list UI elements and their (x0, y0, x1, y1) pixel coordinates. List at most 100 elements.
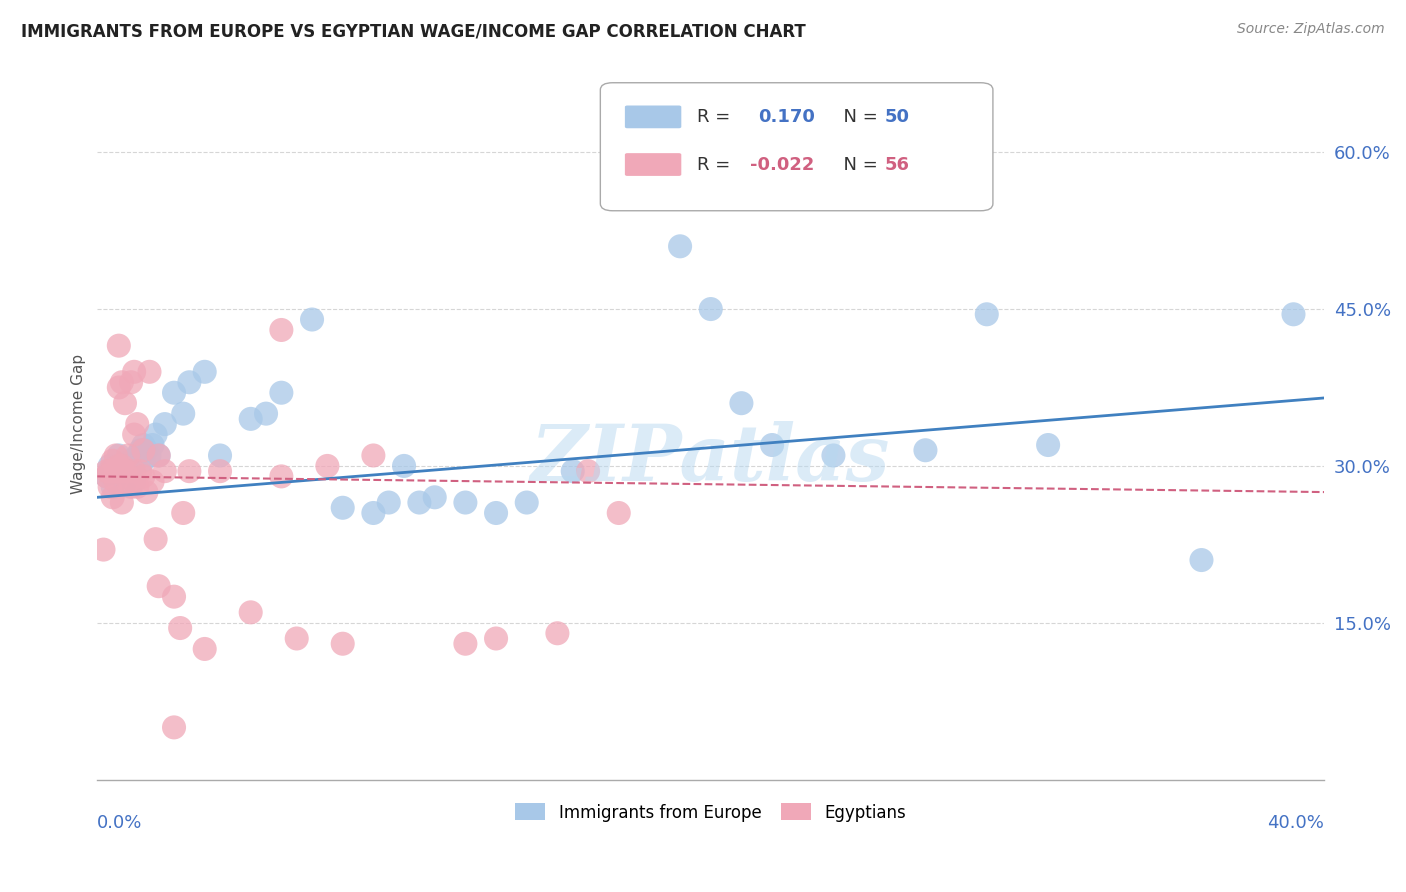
Point (117, 475, 139, 489)
Point (132, 438, 155, 452)
Point (194, 642, 217, 657)
Point (120, 376, 142, 390)
Point (153, 417, 176, 431)
Point (122, 464, 145, 478)
Point (93, 542, 115, 557)
Point (138, 365, 160, 379)
Text: N =: N = (832, 108, 884, 126)
Point (127, 449, 149, 463)
Point (576, 464, 599, 478)
FancyBboxPatch shape (624, 105, 682, 128)
Point (914, 443, 936, 458)
Point (301, 312, 323, 326)
Text: Source: ZipAtlas.com: Source: ZipAtlas.com (1237, 22, 1385, 37)
Point (135, 485, 157, 500)
Point (138, 449, 160, 463)
Text: R =: R = (697, 108, 742, 126)
Point (423, 491, 446, 505)
Point (114, 458, 136, 473)
Point (516, 495, 538, 509)
Text: -0.022: -0.022 (749, 155, 814, 174)
Point (101, 491, 124, 505)
Point (135, 443, 157, 458)
Point (179, 464, 201, 478)
Point (104, 475, 127, 489)
Point (120, 453, 142, 467)
Y-axis label: Wage/Income Gap: Wage/Income Gap (72, 354, 86, 494)
Point (96, 469, 118, 483)
Point (108, 380, 131, 394)
Point (98, 480, 121, 494)
Point (172, 506, 194, 520)
Point (363, 506, 385, 520)
Point (153, 464, 176, 478)
Point (172, 407, 194, 421)
Point (98, 464, 121, 478)
Point (1191, 553, 1213, 567)
Text: 50: 50 (884, 108, 910, 126)
Point (163, 590, 186, 604)
Point (114, 396, 136, 410)
Point (730, 396, 752, 410)
Point (129, 464, 152, 478)
Point (179, 376, 201, 390)
Point (122, 427, 145, 442)
Point (669, 239, 692, 253)
Point (163, 720, 186, 734)
Point (129, 443, 152, 458)
Point (285, 632, 308, 646)
Point (823, 449, 845, 463)
Point (254, 407, 277, 421)
Point (108, 458, 131, 473)
Point (127, 417, 149, 431)
Point (363, 449, 385, 463)
Point (101, 453, 124, 467)
Point (122, 475, 145, 489)
Point (96, 464, 118, 478)
Point (104, 464, 127, 478)
Point (96, 469, 118, 483)
Point (148, 449, 170, 463)
Legend: Immigrants from Europe, Egyptians: Immigrants from Europe, Egyptians (509, 797, 912, 829)
Point (122, 365, 145, 379)
Point (377, 495, 399, 509)
Point (454, 637, 477, 651)
Point (239, 605, 262, 619)
Point (132, 469, 155, 483)
Text: 56: 56 (884, 155, 910, 174)
Point (132, 443, 155, 458)
Point (127, 480, 149, 494)
Point (485, 506, 508, 520)
Point (700, 301, 723, 316)
Point (1036, 438, 1059, 452)
Point (108, 449, 131, 463)
Point (408, 495, 430, 509)
Point (761, 438, 783, 452)
FancyBboxPatch shape (624, 153, 682, 176)
Point (142, 438, 165, 452)
Point (239, 412, 262, 426)
Point (111, 495, 134, 509)
Point (111, 376, 134, 390)
Point (114, 464, 136, 478)
Point (392, 458, 415, 473)
Point (332, 500, 354, 515)
Point (117, 449, 139, 463)
Point (108, 464, 131, 478)
Point (332, 637, 354, 651)
Point (208, 464, 231, 478)
Point (117, 464, 139, 478)
Point (208, 449, 231, 463)
Point (485, 632, 508, 646)
Point (1282, 307, 1305, 321)
Point (194, 365, 217, 379)
Text: 0.0%: 0.0% (97, 814, 143, 832)
Point (101, 480, 124, 494)
Text: R =: R = (697, 155, 737, 174)
Point (108, 339, 131, 353)
Point (142, 475, 165, 489)
Point (607, 506, 630, 520)
Point (120, 480, 142, 494)
Point (454, 495, 477, 509)
Point (145, 427, 167, 442)
